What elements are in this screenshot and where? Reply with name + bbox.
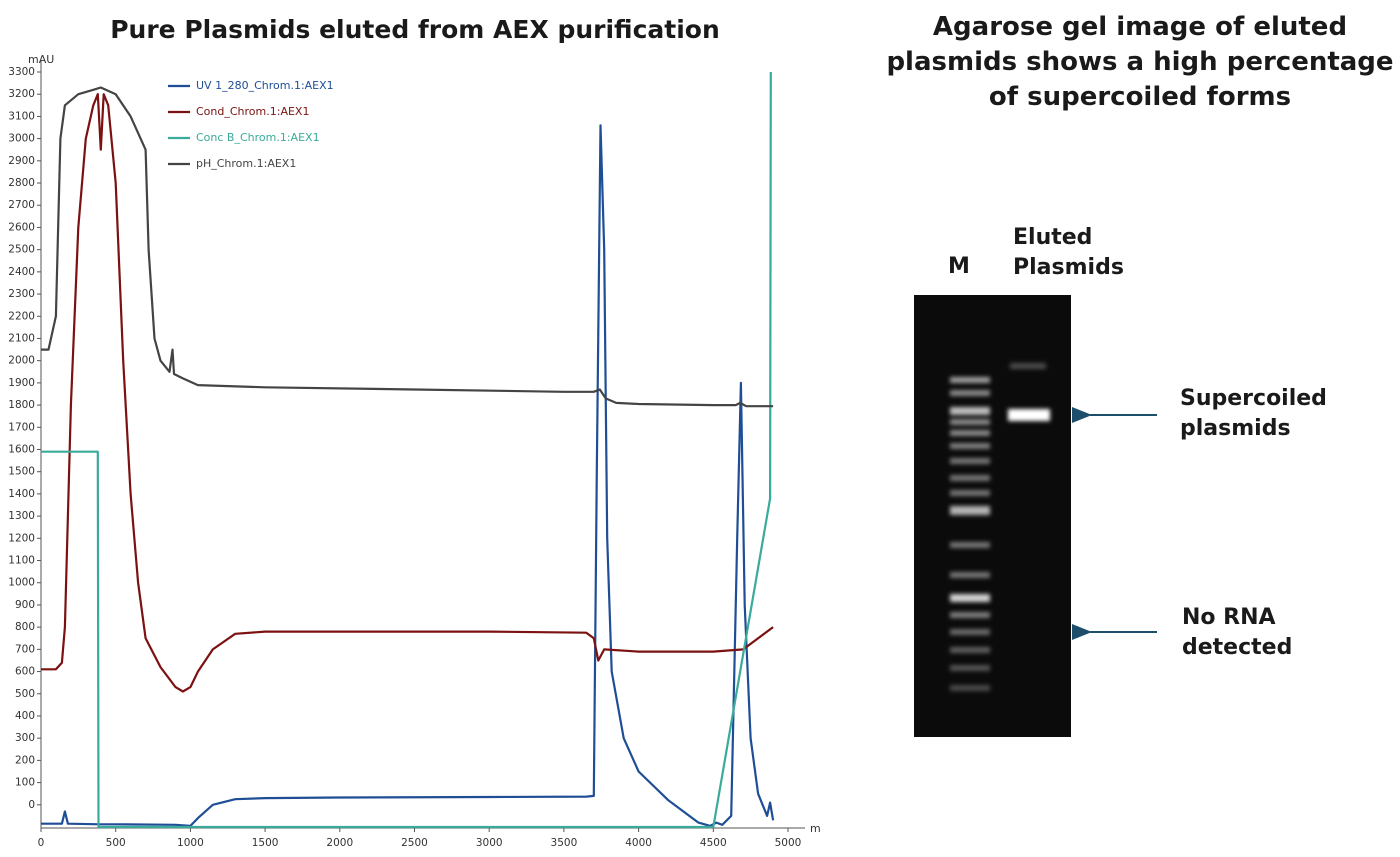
y-tick-label: 1300 [8, 510, 35, 522]
y-tick-label: 900 [15, 599, 35, 611]
y-tick-label: 2900 [8, 155, 35, 167]
y-tick-label: 2400 [8, 266, 35, 278]
annotation: Supercoiled plasmids [1180, 386, 1327, 441]
y-tick-label: 1100 [8, 555, 35, 567]
y-axis-label: mAU [28, 53, 54, 66]
y-tick-label: 3200 [8, 88, 35, 100]
legend-label: pH_Chrom.1:AEX1 [196, 157, 296, 170]
y-tick-label: 2200 [8, 310, 35, 322]
series-line [41, 86, 774, 408]
x-tick-label: 0 [38, 837, 45, 849]
y-tick-label: 300 [15, 732, 35, 744]
y-tick-label: 1600 [8, 444, 35, 456]
y-tick-label: 800 [15, 621, 35, 633]
y-tick-label: 3300 [8, 66, 35, 78]
y-tick-label: 400 [15, 710, 35, 722]
y-tick-label: 1200 [8, 532, 35, 544]
y-tick-label: 500 [15, 688, 35, 700]
chart-title: Pure Plasmids eluted from AEX purificati… [110, 15, 720, 44]
y-tick-label: 2100 [8, 332, 35, 344]
annotation: No RNA detected [1182, 605, 1293, 660]
y-tick-label: 2300 [8, 288, 35, 300]
series-line [41, 71, 772, 829]
lane-label: Eluted Plasmids [1013, 225, 1124, 280]
series-line [41, 124, 775, 827]
y-tick-label: 3000 [8, 133, 35, 145]
x-tick-label: 4000 [625, 837, 652, 849]
lane-label: M [948, 254, 970, 279]
y-tick-label: 3100 [8, 110, 35, 122]
x-tick-label: 3000 [476, 837, 503, 849]
gel-image [914, 295, 1071, 737]
y-tick-label: 2700 [8, 199, 35, 211]
legend-label: Conc B_Chrom.1:AEX1 [196, 131, 320, 144]
x-tick-label: 500 [106, 837, 126, 849]
y-tick-label: 2800 [8, 177, 35, 189]
x-tick-label: 5000 [775, 837, 802, 849]
y-tick-label: 1400 [8, 488, 35, 500]
y-tick-label: 1900 [8, 377, 35, 389]
x-tick-label: 2000 [326, 837, 353, 849]
x-tick-label: 4500 [700, 837, 727, 849]
y-tick-label: 200 [15, 754, 35, 766]
x-tick-label: 1000 [177, 837, 204, 849]
y-tick-label: 2000 [8, 355, 35, 367]
y-tick-label: 2600 [8, 221, 35, 233]
x-tick-label: 3500 [551, 837, 578, 849]
y-tick-label: 1700 [8, 421, 35, 433]
y-tick-label: 2500 [8, 244, 35, 256]
x-axis-label: ml [810, 822, 820, 835]
legend-label: UV 1_280_Chrom.1:AEX1 [196, 79, 334, 92]
y-tick-label: 1800 [8, 399, 35, 411]
legend-label: Cond_Chrom.1:AEX1 [196, 105, 309, 118]
gel-arrows [1072, 407, 1157, 640]
series-line [41, 93, 774, 693]
y-tick-label: 1500 [8, 466, 35, 478]
chart: Pure Plasmids eluted from AEX purificati… [8, 15, 820, 849]
y-tick-label: 0 [28, 799, 35, 811]
y-tick-label: 1000 [8, 577, 35, 589]
y-tick-label: 100 [15, 777, 35, 789]
y-tick-label: 700 [15, 643, 35, 655]
x-tick-label: 2500 [401, 837, 428, 849]
panel-title: Agarose gel image of eluted plasmids sho… [886, 12, 1394, 112]
x-tick-label: 1500 [252, 837, 279, 849]
y-tick-label: 600 [15, 666, 35, 678]
